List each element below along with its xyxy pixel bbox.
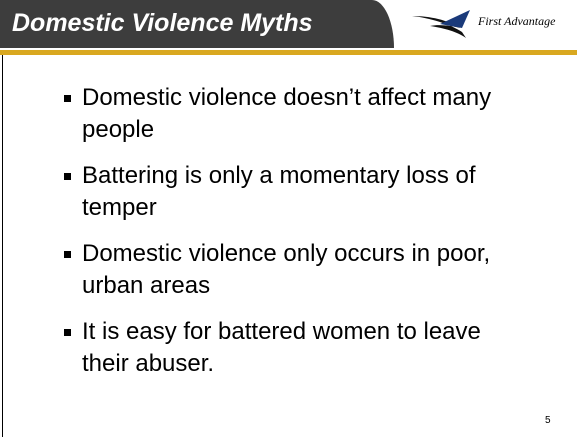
page-number: 5: [545, 415, 551, 426]
wing: [440, 10, 470, 28]
logo-text: First Advantage: [478, 14, 556, 28]
bullet-text: It is easy for battered women to leave t…: [82, 318, 481, 377]
bullet-marker: [64, 329, 71, 336]
bullet-text: Domestic violence doesn’t affect many pe…: [82, 84, 492, 143]
bird: [412, 16, 466, 38]
bullet-marker: [64, 173, 71, 180]
gold-rule: [0, 50, 577, 55]
bullet-marker: [64, 251, 71, 258]
bullet-text: Domestic violence only occurs in poor, u…: [82, 240, 491, 299]
bullet-item: Domestic violence doesn’t affect many pe…: [62, 82, 532, 146]
bullet-marker: [64, 95, 71, 102]
bullet-item: It is easy for battered women to leave t…: [62, 316, 532, 380]
bullet-text: Battering is only a momentary loss of te…: [82, 162, 476, 221]
bullet-item: Battering is only a momentary loss of te…: [62, 160, 532, 224]
left-rule: [2, 55, 3, 437]
slide-title: Domestic Violence Myths: [12, 9, 313, 37]
title-bar: [0, 0, 394, 48]
bullet-item: Domestic violence only occurs in poor, u…: [62, 238, 532, 302]
bullet-list: Domestic violence doesn’t affect many pe…: [62, 82, 532, 394]
logo-icon: [412, 10, 470, 38]
